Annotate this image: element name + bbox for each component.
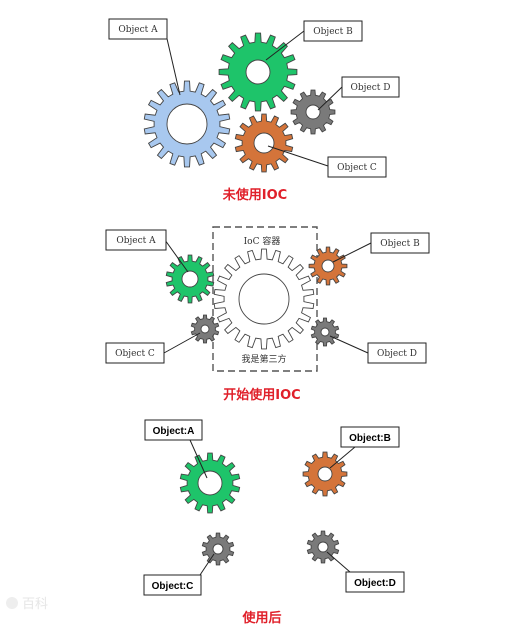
leader-object-a — [189, 439, 208, 479]
label-object-a: Object:A — [153, 426, 195, 437]
gear-hole — [317, 466, 333, 482]
label-object-c: Object C — [337, 163, 377, 173]
section-start-ioc: IoC 容器 我是第三方 Object A Object B Object C … — [105, 226, 430, 403]
label-object-a: Object A — [116, 236, 156, 246]
leader-object-b — [332, 242, 372, 263]
label-box-object-c — [105, 342, 165, 364]
label-box-object-b — [340, 426, 400, 448]
gear-hole — [181, 270, 199, 288]
leader-object-d — [326, 551, 351, 573]
third-party-label: 我是第三方 — [241, 353, 286, 365]
gear-object-d — [310, 317, 340, 347]
gear-hole — [166, 103, 208, 145]
gear-object-b — [302, 451, 348, 497]
watermark-text: 百科 — [22, 597, 48, 612]
label-box-object-a — [144, 419, 203, 441]
gear-hole — [320, 327, 330, 337]
caption-after-ioc: 使用后 — [241, 610, 281, 626]
gear-object-a — [143, 80, 231, 168]
gear-hole — [200, 324, 210, 334]
gear-object-c — [201, 532, 235, 566]
gear-object-a — [179, 452, 241, 514]
section-after-ioc: Object:A Object:B Object:C Object:D 使用后 — [143, 419, 405, 626]
label-object-a: Object A — [118, 25, 158, 35]
label-box-object-d — [367, 342, 427, 364]
gear-hole — [238, 273, 290, 325]
leader-object-c — [199, 553, 215, 576]
label-object-c: Object:C — [152, 581, 194, 592]
gear-ioc-container — [213, 248, 315, 350]
watermark-paw-icon — [6, 597, 18, 609]
ioc-container-box — [212, 226, 318, 372]
label-box-object-d — [341, 76, 400, 98]
gear-hole — [245, 59, 271, 85]
label-box-object-d — [345, 571, 405, 593]
label-object-b: Object B — [313, 27, 353, 37]
label-box-object-a — [105, 229, 167, 251]
label-box-object-c — [143, 574, 202, 596]
leader-object-d — [329, 335, 369, 354]
leader-object-b — [329, 446, 356, 469]
gear-hole — [321, 259, 335, 273]
watermark: 百科 — [6, 597, 48, 612]
label-object-c: Object C — [115, 349, 155, 359]
gear-object-c — [234, 113, 294, 173]
label-object-d: Object D — [351, 83, 391, 93]
section-before-ioc: Object A Object B Object C Object D 未使用I… — [108, 18, 400, 203]
gear-object-b — [308, 246, 348, 286]
label-object-d: Object:D — [354, 578, 396, 589]
gear-object-c — [190, 314, 220, 344]
leader-object-c — [163, 332, 201, 354]
gear-hole — [317, 541, 329, 553]
leader-object-a — [164, 239, 189, 273]
label-object-b: Object:B — [349, 433, 391, 444]
leader-object-a — [164, 29, 181, 96]
gear-object-b — [218, 32, 298, 112]
gear-hole — [305, 104, 321, 120]
label-box-object-c — [327, 156, 387, 178]
caption-start-ioc: 开始使用IOC — [223, 387, 300, 403]
leader-object-c — [267, 145, 329, 167]
leader-object-b — [265, 30, 305, 61]
gear-hole — [253, 132, 275, 154]
gear-object-d — [290, 89, 336, 135]
label-box-object-a — [108, 18, 168, 40]
leader-object-d — [317, 86, 343, 111]
gear-object-a — [165, 254, 215, 304]
label-object-b: Object B — [380, 239, 420, 249]
ioc-container-label: IoC 容器 — [244, 235, 281, 247]
caption-before-ioc: 未使用IOC — [222, 187, 287, 203]
gear-hole — [212, 543, 224, 555]
label-object-d: Object D — [377, 349, 417, 359]
label-box-object-b — [303, 20, 363, 42]
gear-hole — [197, 470, 223, 496]
label-box-object-b — [370, 232, 430, 254]
